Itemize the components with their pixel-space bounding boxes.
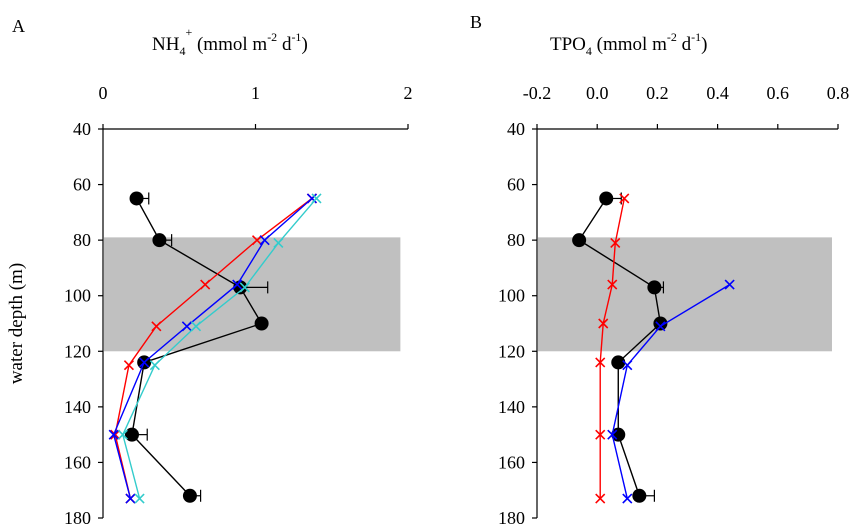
- y-tick-label: 140: [64, 397, 91, 417]
- data-point: [125, 493, 136, 504]
- x-tick-label: 0: [99, 83, 108, 103]
- data-point: [595, 493, 606, 504]
- data-point: [182, 488, 197, 503]
- data-point: [181, 321, 192, 332]
- y-axis-title: water depth (m): [6, 263, 27, 384]
- data-point: [632, 488, 647, 503]
- shaded-band: [538, 237, 832, 352]
- y-tick-label: 180: [498, 508, 525, 528]
- data-point: [724, 279, 735, 290]
- data-point: [607, 429, 618, 440]
- data-point: [598, 318, 609, 329]
- x-axis-title: TPO4 (mmol m-2 d-1): [550, 30, 707, 58]
- data-point: [607, 279, 618, 290]
- panel-label: B: [470, 12, 482, 32]
- panel-label: A: [12, 16, 25, 36]
- data-point: [610, 237, 621, 248]
- panel-b: B TPO4 (mmol m-2 d-1) -0.2 0.0 0.2 0.4 0.6 0.8 4…: [470, 12, 849, 528]
- data-point: [311, 193, 322, 204]
- x-tick-label: 0.0: [586, 83, 609, 103]
- data-point: [306, 193, 317, 204]
- data-point: [151, 321, 162, 332]
- y-tick-label: 100: [64, 286, 91, 306]
- data-point: [190, 321, 202, 332]
- data-point: [149, 360, 160, 371]
- data-point: [134, 493, 145, 504]
- data-point: [239, 282, 250, 293]
- x-tick-label: 0.2: [646, 83, 669, 103]
- data-point: [647, 280, 662, 295]
- y-tick-label: 80: [507, 230, 525, 250]
- data-point: [129, 191, 144, 206]
- x-tick-label: -0.2: [523, 83, 552, 103]
- y-tick-label: 80: [73, 230, 91, 250]
- y-tick-label: 120: [498, 341, 525, 361]
- data-point: [653, 316, 668, 331]
- y-tick-label: 160: [64, 452, 91, 472]
- x-tick-label: 0.4: [706, 83, 729, 103]
- data-point: [139, 357, 150, 368]
- y-tick-label: 60: [507, 175, 525, 195]
- panel-a: A NH4+ (mmol m-2 d-1) 0 1 2 40 60 80 100 120 140 16…: [6, 16, 413, 528]
- data-point: [232, 279, 243, 290]
- data-point: [251, 235, 263, 246]
- data-point: [622, 493, 633, 504]
- data-point: [595, 357, 606, 368]
- data-point: [599, 191, 614, 206]
- data-point: [254, 316, 269, 331]
- x-axis-title: NH4+ (mmol m-2 d-1): [152, 25, 308, 58]
- data-point: [124, 427, 139, 442]
- x-tick-label: 0.6: [767, 83, 790, 103]
- data-point: [123, 360, 134, 371]
- y-tick-label: 120: [64, 341, 91, 361]
- data-point: [273, 237, 284, 248]
- data-point: [572, 233, 587, 248]
- data-point: [595, 429, 606, 440]
- data-point: [655, 321, 666, 332]
- data-point: [117, 429, 128, 440]
- y-tick-label: 40: [507, 119, 525, 139]
- y-tick-label: 40: [73, 119, 91, 139]
- shaded-band: [104, 237, 401, 352]
- y-tick-label: 60: [73, 175, 91, 195]
- y-tick-label: 100: [498, 286, 525, 306]
- data-point: [108, 429, 119, 440]
- y-tick-label: 160: [498, 452, 525, 472]
- data-point: [110, 429, 121, 440]
- data-point: [622, 360, 633, 371]
- data-point: [200, 279, 211, 290]
- data-point: [259, 235, 270, 246]
- x-tick-label: 2: [404, 83, 413, 103]
- data-point: [152, 233, 167, 248]
- data-point: [619, 193, 630, 204]
- y-tick-label: 140: [498, 397, 525, 417]
- x-tick-label: 0.8: [827, 83, 850, 103]
- y-tick-label: 180: [64, 508, 91, 528]
- x-tick-label: 1: [251, 83, 260, 103]
- data-point: [611, 355, 626, 370]
